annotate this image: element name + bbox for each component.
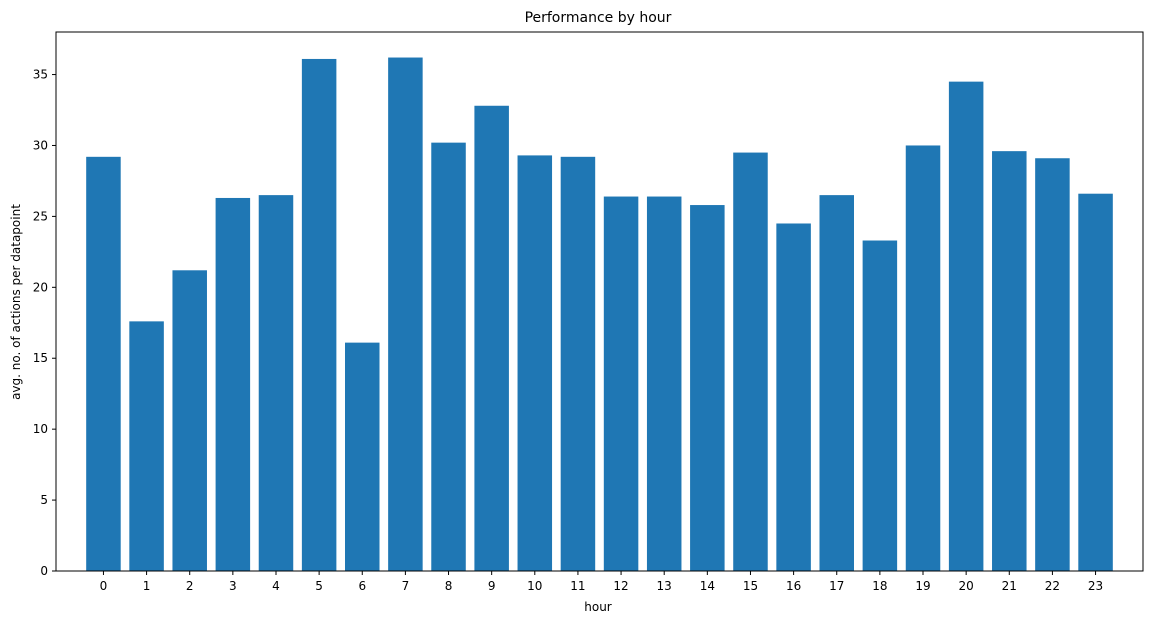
bar-hour-18 [862, 240, 898, 571]
x-tick-label: 16 [786, 579, 801, 593]
bar-hour-5 [301, 58, 337, 571]
x-tick-label: 21 [1002, 579, 1017, 593]
x-tick-label: 9 [488, 579, 496, 593]
x-tick-label: 20 [959, 579, 974, 593]
x-tick-label: 23 [1088, 579, 1103, 593]
x-tick-label: 18 [872, 579, 887, 593]
x-axis: 0 1 2 3 4 5 6 7 8 9 10 11 12 13 14 15 16 17 18 19 20 21 22 23 [100, 571, 1103, 593]
bar-hour-14 [690, 205, 725, 572]
x-tick-label: 22 [1045, 579, 1060, 593]
plot-frame [55, 31, 1144, 572]
x-tick-label: 2 [186, 579, 194, 593]
x-tick-label: 0 [100, 579, 108, 593]
x-tick-label: 17 [829, 579, 844, 593]
bar-hour-12 [603, 196, 639, 572]
y-tick-label: 0 [40, 564, 48, 578]
bar-hour-3 [215, 197, 251, 571]
y-tick-label: 30 [33, 138, 48, 152]
bar-hour-22 [1035, 158, 1070, 572]
y-tick-label: 5 [40, 493, 48, 507]
y-tick-label: 20 [33, 280, 48, 294]
bar-hour-20 [948, 81, 984, 571]
x-axis-label: hour [584, 600, 612, 614]
bar-hour-10 [517, 155, 553, 571]
bar-hour-19 [905, 145, 941, 571]
x-tick-label: 19 [915, 579, 930, 593]
bars [86, 57, 1113, 572]
bar-hour-9 [474, 105, 509, 571]
bar-hour-16 [776, 223, 811, 572]
bar-hour-15 [733, 152, 768, 571]
x-tick-label: 7 [402, 579, 410, 593]
x-tick-label: 1 [143, 579, 151, 593]
bar-hour-1 [129, 321, 164, 571]
x-tick-label: 4 [272, 579, 280, 593]
x-tick-label: 10 [527, 579, 542, 593]
y-axis: 0 5 10 15 20 25 30 35 [33, 68, 56, 578]
x-tick-label: 14 [700, 579, 715, 593]
x-tick-label: 13 [657, 579, 672, 593]
x-tick-label: 15 [743, 579, 758, 593]
x-tick-label: 6 [358, 579, 366, 593]
bar-hour-6 [345, 342, 380, 571]
y-tick-label: 10 [33, 422, 48, 436]
bar-hour-0 [86, 156, 121, 571]
x-tick-label: 3 [229, 579, 237, 593]
y-tick-label: 35 [33, 68, 48, 82]
bar-hour-13 [646, 196, 682, 572]
bar-hour-4 [258, 195, 294, 571]
x-tick-label: 11 [570, 579, 585, 593]
bar-hour-8 [431, 142, 466, 571]
x-tick-label: 5 [315, 579, 323, 593]
bar-hour-2 [172, 270, 207, 571]
x-tick-label: 12 [613, 579, 628, 593]
chart-title: Performance by hour [525, 10, 672, 26]
x-tick-label: 8 [445, 579, 453, 593]
y-tick-label: 25 [33, 209, 48, 223]
y-axis-label: avg. no. of actions per datapoint [9, 204, 23, 400]
bar-hour-23 [1078, 193, 1113, 571]
bar-hour-17 [819, 195, 854, 571]
plot-border [55, 31, 1144, 572]
bar-hour-11 [560, 156, 596, 571]
y-tick-label: 15 [33, 351, 48, 365]
bar-hour-21 [992, 151, 1027, 571]
bar-hour-7 [388, 57, 423, 571]
